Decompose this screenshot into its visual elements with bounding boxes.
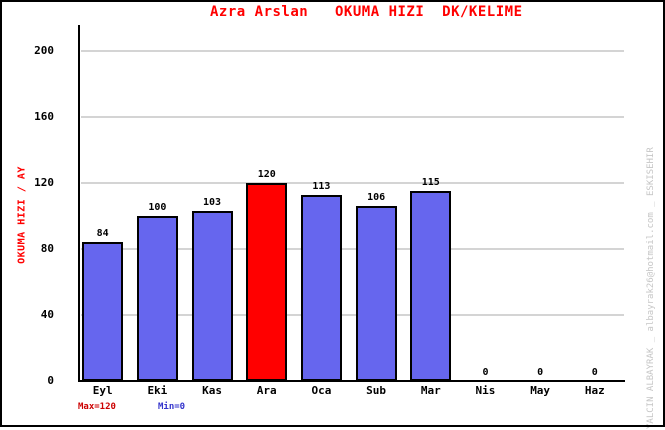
bar-value-label-kas: 103 xyxy=(203,197,222,209)
x-tick-label-nis: Nis xyxy=(475,384,496,397)
max-value-label: Max=120 xyxy=(78,402,116,412)
bar-value-label-nis: 0 xyxy=(482,367,489,378)
x-tick-label-may: May xyxy=(530,384,551,397)
gridline-160 xyxy=(81,116,624,118)
bar-value-label-oca: 113 xyxy=(312,180,331,192)
bar-sub xyxy=(355,206,397,381)
bar-value-label-may: 0 xyxy=(537,367,544,378)
bar-value-label-sub: 106 xyxy=(367,192,386,204)
bar-value-label-eki: 100 xyxy=(148,202,167,213)
x-tick-label-oca: Oca xyxy=(311,384,332,397)
bar-value-label-ara: 120 xyxy=(257,169,276,180)
gridline-40 xyxy=(81,314,624,316)
bar-mar xyxy=(410,191,452,381)
y-tick-label-160: 160 xyxy=(34,110,54,123)
y-tick-label-120: 120 xyxy=(34,176,54,189)
watermark-text: YALCIN ALBAYRAK _ albayrak26@hotmail.com… xyxy=(646,147,656,429)
bar-oca xyxy=(300,194,342,381)
bar-value-label-haz: 0 xyxy=(591,367,598,378)
chart-title: Azra Arslan OKUMA HIZI DK/KELIME xyxy=(210,4,523,20)
y-tick-label-80: 80 xyxy=(40,242,54,255)
y-tick-label-200: 200 xyxy=(34,44,54,57)
x-tick-label-kas: Kas xyxy=(202,384,222,397)
x-tick-label-sub: Sub xyxy=(366,384,387,397)
x-tick-label-eyl: Eyl xyxy=(92,384,113,397)
y-tick-label-40: 40 xyxy=(40,308,54,321)
bar-value-label-mar: 115 xyxy=(421,177,440,189)
gridline-80 xyxy=(81,248,624,250)
x-tick-label-mar: Mar xyxy=(420,384,441,397)
gridline-120 xyxy=(81,182,624,184)
x-tick-label-haz: Haz xyxy=(584,384,605,397)
y-tick-label-0: 0 xyxy=(47,374,54,387)
gridline-200 xyxy=(81,50,624,52)
x-tick-label-eki: Eki xyxy=(147,384,168,397)
bar-kas xyxy=(191,211,233,381)
x-axis-line xyxy=(78,380,625,382)
bar-ara xyxy=(246,183,288,381)
y-axis-line xyxy=(78,25,80,381)
min-value-label: Min=0 xyxy=(158,402,186,412)
bar-value-label-eyl: 84 xyxy=(96,228,109,240)
bar-eyl xyxy=(82,242,124,381)
x-tick-label-ara: Ara xyxy=(256,384,277,397)
bar-eki xyxy=(136,216,178,381)
